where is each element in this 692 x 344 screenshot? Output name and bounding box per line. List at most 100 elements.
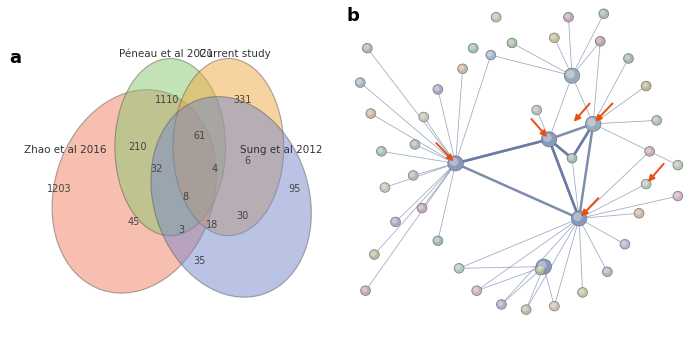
Circle shape <box>641 81 651 91</box>
Text: 6: 6 <box>245 156 251 166</box>
Circle shape <box>469 45 475 50</box>
Circle shape <box>536 265 545 275</box>
Circle shape <box>486 50 495 60</box>
Circle shape <box>565 14 570 19</box>
Circle shape <box>551 34 556 40</box>
Text: 1203: 1203 <box>47 184 72 194</box>
Circle shape <box>566 70 575 78</box>
Circle shape <box>620 239 630 249</box>
Circle shape <box>366 109 376 118</box>
Text: Current study: Current study <box>199 49 271 58</box>
Text: 35: 35 <box>193 256 206 266</box>
Circle shape <box>641 179 651 189</box>
Circle shape <box>521 305 531 314</box>
Circle shape <box>408 171 418 180</box>
Circle shape <box>473 287 478 292</box>
Text: 95: 95 <box>289 184 301 194</box>
Circle shape <box>567 153 577 163</box>
Circle shape <box>588 118 596 127</box>
Circle shape <box>363 45 369 50</box>
Circle shape <box>371 251 376 256</box>
Circle shape <box>381 184 387 189</box>
Circle shape <box>585 116 601 131</box>
Circle shape <box>361 286 370 295</box>
Text: 210: 210 <box>128 142 146 152</box>
Circle shape <box>378 148 383 153</box>
Circle shape <box>496 300 507 309</box>
Text: 1110: 1110 <box>155 95 180 105</box>
Circle shape <box>623 54 633 63</box>
Circle shape <box>454 264 464 273</box>
Circle shape <box>536 266 542 272</box>
Circle shape <box>625 55 630 60</box>
Circle shape <box>487 51 493 57</box>
Text: 18: 18 <box>206 219 218 229</box>
Circle shape <box>564 68 580 83</box>
Circle shape <box>434 237 439 243</box>
Circle shape <box>433 85 443 94</box>
Text: b: b <box>346 7 359 25</box>
Circle shape <box>392 218 397 224</box>
Circle shape <box>420 114 426 119</box>
Text: 4: 4 <box>212 164 217 174</box>
Circle shape <box>362 287 367 292</box>
Circle shape <box>674 193 680 198</box>
Circle shape <box>621 241 627 246</box>
Ellipse shape <box>151 97 311 297</box>
Text: 61: 61 <box>193 131 206 141</box>
Circle shape <box>673 191 683 201</box>
Circle shape <box>509 39 513 45</box>
Circle shape <box>673 160 683 170</box>
Ellipse shape <box>173 58 284 236</box>
Circle shape <box>602 267 612 277</box>
Circle shape <box>376 147 386 156</box>
Circle shape <box>551 303 556 308</box>
Circle shape <box>355 78 365 87</box>
Text: 331: 331 <box>233 95 251 105</box>
Circle shape <box>533 107 538 112</box>
Circle shape <box>568 155 574 160</box>
Circle shape <box>491 12 501 22</box>
Circle shape <box>563 12 574 22</box>
Circle shape <box>448 156 464 171</box>
Circle shape <box>536 259 552 274</box>
Circle shape <box>363 43 372 53</box>
Circle shape <box>493 14 498 19</box>
Circle shape <box>457 64 468 74</box>
Circle shape <box>573 213 582 221</box>
Circle shape <box>642 82 648 88</box>
Circle shape <box>450 158 458 166</box>
Circle shape <box>433 236 443 246</box>
Circle shape <box>674 161 680 167</box>
Circle shape <box>597 38 602 43</box>
Circle shape <box>634 208 644 218</box>
Circle shape <box>380 183 390 192</box>
Text: a: a <box>10 49 21 67</box>
Text: Péneau et al 2021: Péneau et al 2021 <box>119 49 213 58</box>
Circle shape <box>572 211 587 226</box>
Circle shape <box>579 289 584 294</box>
Circle shape <box>472 286 482 295</box>
Text: Zhao et al 2016: Zhao et al 2016 <box>24 145 106 155</box>
Circle shape <box>578 288 588 297</box>
Circle shape <box>541 132 557 147</box>
Text: Sung et al 2012: Sung et al 2012 <box>240 145 322 155</box>
Circle shape <box>417 203 427 213</box>
Circle shape <box>549 301 559 311</box>
Circle shape <box>367 110 372 115</box>
Circle shape <box>646 148 651 153</box>
Circle shape <box>390 217 401 227</box>
Text: 45: 45 <box>128 217 140 227</box>
Ellipse shape <box>115 58 226 236</box>
Circle shape <box>418 204 424 210</box>
Circle shape <box>635 210 641 215</box>
Text: 32: 32 <box>150 164 163 174</box>
Circle shape <box>468 43 478 53</box>
Circle shape <box>538 261 547 269</box>
Text: 3: 3 <box>179 225 184 235</box>
Circle shape <box>603 268 609 273</box>
Circle shape <box>410 140 420 149</box>
Circle shape <box>419 112 429 122</box>
Circle shape <box>356 79 362 84</box>
Circle shape <box>411 141 417 146</box>
